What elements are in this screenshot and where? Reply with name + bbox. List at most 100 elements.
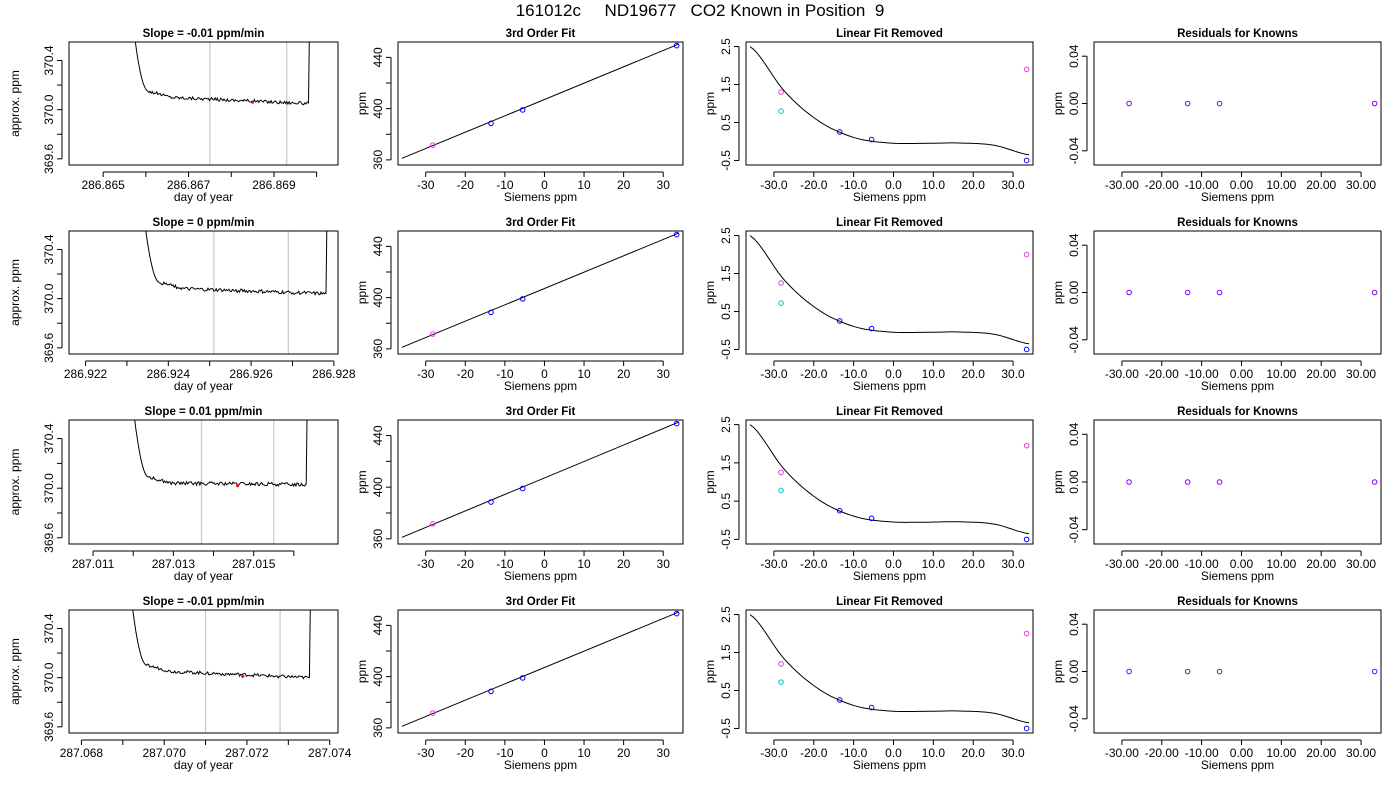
y-tick-label: 440	[371, 236, 385, 256]
x-tick-label: 30.0	[1001, 178, 1025, 192]
x-tick-label: 10	[577, 746, 591, 760]
x-tick-label: 0.00	[1230, 746, 1254, 760]
cubic-residual-curve	[749, 46, 1030, 156]
x-axis-label: Siemens ppm	[853, 190, 926, 204]
data-point	[1023, 630, 1030, 637]
panel-title: Slope = 0.01 ppm/min	[145, 406, 263, 418]
plot-content	[401, 611, 680, 727]
data-point	[519, 296, 526, 302]
plot-content	[132, 610, 311, 733]
data-point	[430, 142, 436, 148]
panel-title: Residuals for Knowns	[1177, 406, 1298, 418]
x-tick-label: 10.00	[1266, 367, 1296, 381]
plot-frame	[397, 419, 684, 545]
y-tick-label: 440	[371, 615, 385, 635]
x-tick-label: -10	[496, 557, 514, 571]
x-tick-label: 286.928	[312, 367, 356, 381]
x-tick-label: -10.0	[840, 367, 868, 381]
data-point	[868, 704, 875, 711]
y-tick-label: -0.04	[1067, 705, 1081, 733]
x-tick-label: -30.0	[760, 746, 788, 760]
panel-lin-row-0: Linear Fit Removed -30.0 -20.0 -10.0 0.0 10.0…	[703, 28, 1034, 204]
panel-trace-row-0: Slope = -0.01 ppm/min 286.865 286.867 286.8…	[8, 28, 339, 204]
y-tick-label: 2.5	[719, 227, 733, 244]
panel-title: Linear Fit Removed	[836, 28, 943, 40]
x-tick-label: -10	[496, 178, 514, 192]
data-point	[1023, 346, 1030, 353]
x-tick-label: -10.00	[1185, 746, 1219, 760]
plot-content	[401, 421, 680, 538]
x-tick-label: 287.011	[72, 557, 115, 571]
concentration-trace	[132, 610, 311, 680]
panel-fit-row-2: 3rd Order Fit -30 -20 -10 0 10 20 30 Siemens ppm…	[355, 406, 684, 583]
y-tick-label: 370.0	[42, 473, 56, 503]
panel-title: 3rd Order Fit	[506, 596, 576, 608]
fit-line	[401, 232, 680, 348]
x-tick-label: 30.00	[1346, 746, 1376, 760]
plot-frame	[68, 419, 339, 545]
cubic-residual-curve	[749, 424, 1030, 535]
x-axis-label: day of year	[174, 190, 233, 204]
y-axis-label: ppm	[1051, 470, 1065, 493]
y-tick-label: 0.04	[1067, 44, 1081, 68]
panel-res-row-3: Residuals for Knowns -30.00 -20.00 -10.00 0.…	[1051, 596, 1382, 772]
x-tick-label: 20.00	[1306, 746, 1336, 760]
x-tick-label: 20	[617, 557, 631, 571]
plot-frame	[745, 230, 1034, 355]
x-tick-label: 30.0	[1001, 557, 1025, 571]
y-tick-label: 1.5	[719, 76, 733, 93]
y-tick-label: -0.5	[719, 150, 733, 171]
x-tick-label: -10.00	[1185, 178, 1219, 192]
data-point	[778, 300, 784, 306]
y-axis-label: ppm	[1051, 660, 1065, 683]
y-tick-label: -0.5	[719, 529, 733, 550]
y-tick-label: -0.5	[719, 718, 733, 739]
plot-content	[401, 232, 680, 348]
y-axis-label: approx. ppm	[8, 259, 22, 326]
y-tick-label: 0.04	[1067, 612, 1081, 636]
y-tick-label: 370.0	[42, 662, 56, 692]
x-tick-label: 286.922	[64, 367, 108, 381]
panel-title: Residuals for Knowns	[1177, 217, 1298, 229]
panel-fit-row-3: 3rd Order Fit -30 -20 -10 0 10 20 30 Siemens ppm…	[355, 596, 684, 772]
y-tick-label: 0.00	[1067, 659, 1081, 683]
x-tick-label: -10.0	[840, 557, 868, 571]
y-axis-label: ppm	[703, 660, 717, 683]
x-tick-label: 10.00	[1266, 557, 1296, 571]
x-tick-label: -20	[457, 557, 475, 571]
x-axis-label: Siemens ppm	[853, 758, 926, 772]
y-axis-label: ppm	[355, 281, 369, 304]
panel-title: Linear Fit Removed	[836, 596, 943, 608]
plot-content	[749, 46, 1030, 156]
x-tick-label: 10	[577, 178, 591, 192]
x-tick-label: 287.074	[308, 746, 352, 760]
data-point	[519, 675, 526, 681]
x-axis-label: Siemens ppm	[504, 379, 577, 393]
x-tick-label: 286.865	[81, 178, 125, 192]
x-tick-label: 0.00	[1230, 557, 1254, 571]
plot-frame	[397, 609, 684, 734]
x-axis-label: Siemens ppm	[504, 190, 577, 204]
panel-fit-row-1: 3rd Order Fit -30 -20 -10 0 10 20 30 Siemens ppm…	[355, 217, 684, 393]
panel-title: Linear Fit Removed	[836, 406, 943, 418]
x-axis-label: Siemens ppm	[853, 569, 926, 583]
panel-res-row-2: Residuals for Knowns -30.00 -20.00 -10.00 0.…	[1051, 406, 1382, 583]
x-tick-label: 10.00	[1266, 178, 1296, 192]
x-tick-label: -30	[417, 557, 435, 571]
y-tick-label: 370.4	[42, 45, 56, 75]
x-tick-label: -30.00	[1105, 557, 1139, 571]
x-tick-label: 20.0	[962, 746, 986, 760]
data-point	[1023, 66, 1030, 73]
x-tick-label: 20.0	[962, 367, 986, 381]
data-point	[778, 280, 784, 286]
x-tick-label: 10.00	[1266, 746, 1296, 760]
x-tick-label: -30	[417, 367, 435, 381]
data-point	[1184, 479, 1191, 485]
x-tick-label: 286.924	[147, 367, 191, 381]
x-axis-label: day of year	[174, 569, 233, 583]
y-tick-label: 400	[371, 287, 385, 307]
plot-frame	[745, 419, 1034, 545]
panel-lin-row-2: Linear Fit Removed -30.0 -20.0 -10.0 0.0 10.0…	[703, 406, 1034, 583]
data-point	[1023, 442, 1030, 449]
